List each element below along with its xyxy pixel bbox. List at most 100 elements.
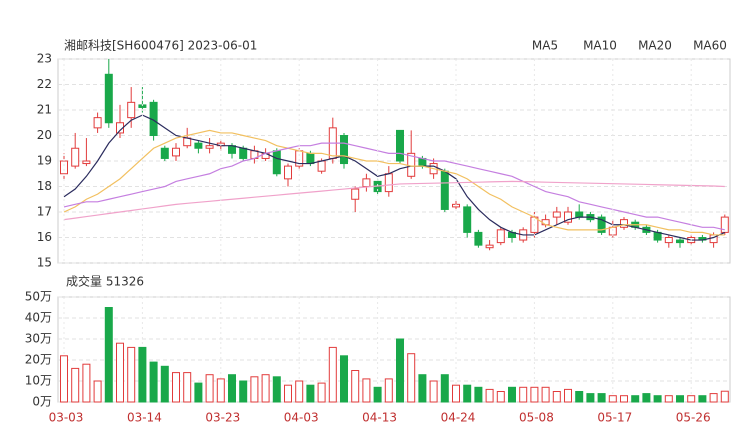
y-tick-label: 10万 xyxy=(25,374,52,388)
volume-bar xyxy=(340,355,348,403)
candle-body xyxy=(474,231,483,246)
candle-body xyxy=(463,206,472,233)
volume-bar xyxy=(452,384,460,403)
ma-line xyxy=(63,114,726,241)
volume-bar xyxy=(172,372,180,403)
x-tick-label: 03-23 xyxy=(205,411,240,425)
volume-bar xyxy=(82,363,91,403)
volume-bar xyxy=(205,374,214,403)
volume-bar xyxy=(396,338,404,403)
y-tick-label: 50万 xyxy=(25,290,52,304)
candle-body xyxy=(362,178,371,188)
candle-body xyxy=(597,216,606,233)
candle-body xyxy=(104,73,113,124)
volume-bar xyxy=(351,370,360,403)
x-tick-label: 04-13 xyxy=(362,411,397,425)
volume-bar xyxy=(384,378,393,403)
volume-bar xyxy=(71,367,80,403)
candle-body xyxy=(160,147,169,159)
volume-bar xyxy=(642,393,651,403)
volume-bar xyxy=(530,386,539,403)
candle-body xyxy=(317,160,326,172)
chart-title: 湘邮科技[SH600476] 2023-06-01 xyxy=(64,38,257,53)
volume-bar xyxy=(418,374,427,403)
x-tick-label: 03-14 xyxy=(127,411,162,425)
candle-body xyxy=(239,147,248,159)
x-tick-label: 05-26 xyxy=(676,411,711,425)
candle-body xyxy=(485,244,494,249)
candle-body xyxy=(575,211,584,218)
volume-bar xyxy=(138,346,147,403)
volume-bar xyxy=(687,395,696,403)
candle-body xyxy=(564,211,572,223)
volume-bar xyxy=(709,393,718,403)
candle-body xyxy=(172,147,180,157)
x-tick-label: 05-08 xyxy=(519,411,554,425)
volume-bar xyxy=(407,353,416,403)
candle-body xyxy=(396,129,404,162)
volume-bar xyxy=(541,386,550,403)
volume-bar xyxy=(127,346,136,403)
volume-bar xyxy=(272,376,281,403)
volume-bar xyxy=(496,391,505,403)
volume-bar xyxy=(575,391,584,403)
volume-bar xyxy=(93,380,102,403)
volume-bar xyxy=(194,382,203,403)
y-tick-label: 17 xyxy=(37,205,52,219)
volume-bar xyxy=(228,374,236,403)
x-tick-label: 05-17 xyxy=(597,411,632,425)
x-tick-label: 03-03 xyxy=(49,411,84,425)
candle-body xyxy=(127,101,136,119)
volume-bar xyxy=(328,346,337,403)
volume-bar xyxy=(440,374,449,403)
volume-bar xyxy=(463,384,472,403)
x-tick-label: 04-03 xyxy=(284,411,319,425)
y-tick-label: 20 xyxy=(37,128,52,142)
volume-bar xyxy=(160,365,169,403)
candle-body xyxy=(194,142,203,149)
candle-body xyxy=(340,135,348,165)
volume-bar xyxy=(373,386,382,403)
volume-bar xyxy=(620,395,628,403)
y-tick-label: 22 xyxy=(37,77,52,91)
volume-bar xyxy=(676,395,684,403)
volume-bar xyxy=(597,393,606,403)
volume-bar xyxy=(631,395,640,403)
ma-line xyxy=(63,129,725,236)
y-tick-label: 21 xyxy=(37,103,52,117)
y-tick-label: 0万 xyxy=(32,395,52,409)
candle-body xyxy=(620,219,628,228)
y-tick-label: 40万 xyxy=(25,311,52,325)
candle-body xyxy=(384,173,393,193)
volume-bar xyxy=(429,380,438,403)
legend-label: MA20 xyxy=(638,39,672,53)
volume-bar xyxy=(508,386,516,403)
y-tick-label: 16 xyxy=(37,230,52,244)
volume-bar xyxy=(116,342,124,403)
candle-body xyxy=(664,237,673,244)
volume-bar xyxy=(653,395,662,403)
volume-bar xyxy=(261,374,270,403)
volume-bar xyxy=(720,390,729,403)
candle-body xyxy=(82,160,91,165)
volume-bar xyxy=(104,307,113,403)
candle-body xyxy=(306,152,315,165)
volume-bar xyxy=(284,384,292,403)
candle-body xyxy=(552,211,561,218)
candle-body xyxy=(71,147,80,167)
ma-line xyxy=(63,180,725,221)
volume-bar xyxy=(250,376,259,403)
candle-body xyxy=(272,150,281,175)
y-tick-label: 15 xyxy=(37,256,52,270)
volume-bar xyxy=(239,380,248,403)
volume-bar xyxy=(306,384,315,403)
candle-body xyxy=(205,145,214,149)
volume-bar xyxy=(295,380,304,403)
volume-bar xyxy=(183,372,192,403)
candle-body xyxy=(60,160,68,175)
candle-body xyxy=(720,216,729,233)
volume-bar xyxy=(564,388,572,403)
y-tick-label: 20万 xyxy=(25,353,52,367)
y-tick-label: 30万 xyxy=(25,332,52,346)
